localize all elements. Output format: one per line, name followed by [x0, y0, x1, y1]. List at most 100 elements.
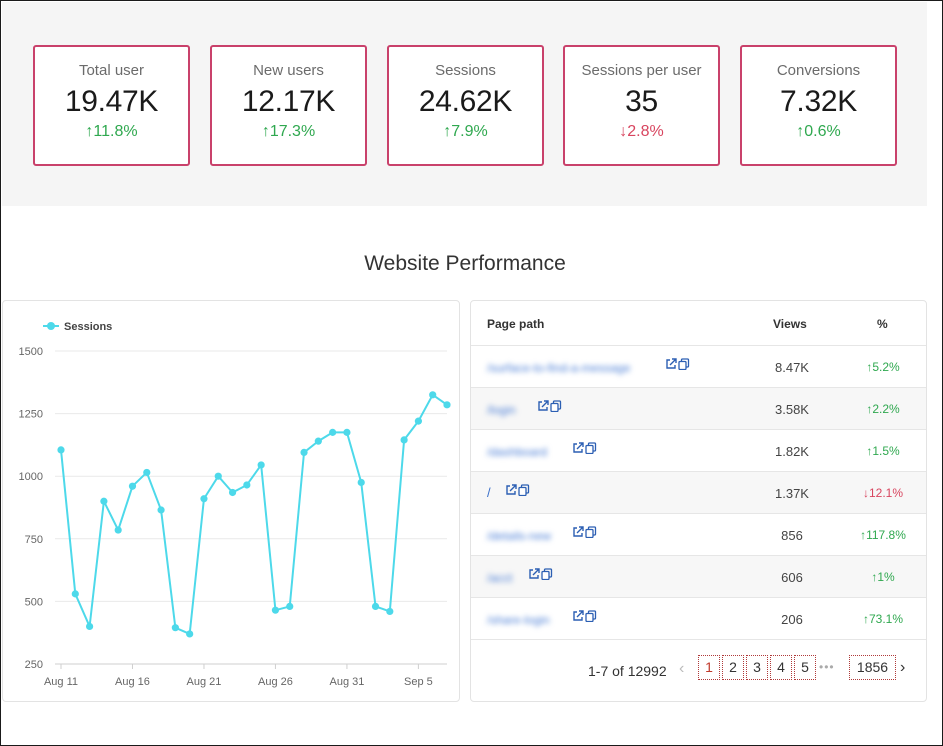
- external-link-icon[interactable]: [537, 400, 549, 412]
- data-point: [228, 488, 237, 497]
- data-point: [128, 482, 137, 490]
- data-point: [357, 478, 365, 487]
- kpi-change: ↑11.8%: [85, 123, 138, 140]
- views-value: 606: [781, 570, 803, 585]
- x-tick-label: Aug 31: [329, 676, 364, 688]
- copy-icon[interactable]: [541, 568, 553, 580]
- data-point: [200, 495, 208, 503]
- y-tick-label: 1500: [19, 346, 43, 358]
- kpi-card-conversions[interactable]: Conversions 7.32K ↑0.6%: [740, 45, 897, 166]
- legend-marker: [47, 322, 55, 330]
- page-button-3[interactable]: 3: [746, 655, 768, 680]
- next-page-button[interactable]: ›: [900, 659, 906, 676]
- table-row[interactable]: /surface-to-find-a-message 8.47K ↑5.2%: [471, 346, 926, 388]
- page-button-4[interactable]: 4: [770, 655, 792, 680]
- table-header: Page path Views %: [471, 301, 926, 346]
- page-path-link[interactable]: /: [487, 485, 491, 500]
- kpi-value: 7.32K: [780, 85, 857, 118]
- data-point: [214, 472, 222, 480]
- page-path-link[interactable]: /login: [487, 403, 516, 417]
- external-link-icon[interactable]: [665, 358, 677, 370]
- views-value: 1.82K: [775, 444, 809, 459]
- views-value: 1.37K: [775, 486, 809, 501]
- kpi-value: 24.62K: [418, 85, 513, 118]
- row-actions: [572, 610, 597, 622]
- views-value: 206: [781, 612, 803, 627]
- data-point: [386, 607, 394, 616]
- table-row[interactable]: /login 3.58K ↑2.2%: [471, 388, 926, 430]
- x-tick-label: Aug 16: [115, 676, 150, 688]
- table-row[interactable]: / 1.37K ↓12.1%: [471, 472, 926, 514]
- data-point: [186, 630, 194, 638]
- x-tick-label: Aug 26: [258, 676, 293, 688]
- external-link-icon[interactable]: [572, 610, 584, 622]
- prev-page-button[interactable]: ‹: [679, 660, 685, 677]
- kpi-change: ↑17.3%: [261, 123, 316, 140]
- y-tick-label: 1250: [19, 409, 43, 421]
- page-path-link[interactable]: /share-login: [487, 613, 550, 627]
- percent-change: ↓12.1%: [862, 486, 904, 500]
- page-button-1[interactable]: 1: [698, 655, 720, 680]
- kpi-value: 35: [625, 85, 658, 118]
- x-tick-label: Aug 11: [44, 676, 78, 688]
- page-button-2[interactable]: 2: [722, 655, 744, 680]
- kpi-card-sessions-per-user[interactable]: Sessions per user 35 ↓2.8%: [563, 45, 720, 166]
- kpi-label: New users: [253, 62, 324, 79]
- data-point: [314, 437, 322, 445]
- data-point: [300, 448, 308, 457]
- external-link-icon[interactable]: [572, 442, 584, 454]
- kpi-card-sessions[interactable]: Sessions 24.62K ↑7.9%: [387, 45, 544, 166]
- views-value: 8.47K: [775, 360, 809, 375]
- copy-icon[interactable]: [518, 484, 530, 496]
- header-page-path[interactable]: Page path: [487, 317, 545, 331]
- row-actions: [537, 400, 562, 412]
- data-point: [429, 391, 437, 399]
- kpi-label: Total user: [78, 62, 145, 79]
- kpi-change: ↑0.6%: [796, 123, 841, 140]
- y-tick-label: 250: [25, 659, 43, 671]
- copy-icon[interactable]: [678, 358, 690, 370]
- page-button-5[interactable]: 5: [794, 655, 816, 680]
- table-row[interactable]: /acct 606 ↑1%: [471, 556, 926, 598]
- y-tick-label: 1000: [19, 471, 43, 483]
- pagination-range: 1-7 of 12992: [588, 663, 667, 679]
- percent-change: ↑5.2%: [866, 360, 900, 374]
- table-row[interactable]: /share-login 206 ↑73.1%: [471, 598, 926, 640]
- page-path-link[interactable]: /acct: [487, 571, 513, 585]
- pagination: 1-7 of 12992 ‹ 1 2 3 4 5 ••• 1856 ›: [471, 651, 926, 691]
- x-tick-label: Aug 21: [187, 676, 222, 688]
- copy-icon[interactable]: [585, 526, 597, 538]
- copy-icon[interactable]: [585, 442, 597, 454]
- data-point: [85, 622, 94, 631]
- data-point: [271, 606, 280, 614]
- x-tick-label: Sep 5: [404, 676, 433, 688]
- data-point: [286, 602, 294, 611]
- kpi-card-new-users[interactable]: New users 12.17K ↑17.3%: [210, 45, 367, 166]
- header-percent[interactable]: %: [877, 317, 888, 331]
- page-path-table-card: Page path Views % /surface-to-find-a-mes…: [470, 300, 927, 702]
- data-point: [329, 428, 337, 436]
- data-point: [114, 526, 122, 534]
- table-row[interactable]: /details-new 856 ↑117.8%: [471, 514, 926, 556]
- external-link-icon[interactable]: [528, 568, 540, 580]
- copy-icon[interactable]: [550, 400, 562, 412]
- header-views[interactable]: Views: [773, 317, 807, 331]
- page-path-link[interactable]: /dashboard: [487, 445, 548, 459]
- kpi-band: Total user 19.47K ↑11.8% New users 12.17…: [2, 2, 927, 206]
- page-button-last[interactable]: 1856: [849, 655, 896, 680]
- page-path-link[interactable]: /details-new: [487, 529, 552, 543]
- external-link-icon[interactable]: [572, 526, 584, 538]
- data-point: [71, 590, 79, 598]
- data-point: [100, 497, 108, 505]
- copy-icon[interactable]: [585, 610, 597, 622]
- percent-change: ↑2.2%: [866, 402, 900, 416]
- series-line-sessions: [60, 393, 448, 635]
- page-path-link[interactable]: /surface-to-find-a-message: [487, 361, 631, 375]
- kpi-card-total-users[interactable]: Total user 19.47K ↑11.8%: [33, 45, 190, 166]
- sessions-chart-card: 1500 1250 1000 750 500 250 Aug 11 Aug 16 Aug 21 A…: [2, 300, 460, 702]
- external-link-icon[interactable]: [505, 484, 517, 496]
- row-actions: [665, 358, 690, 370]
- data-point: [414, 417, 423, 425]
- table-row[interactable]: /dashboard 1.82K ↑1.5%: [471, 430, 926, 472]
